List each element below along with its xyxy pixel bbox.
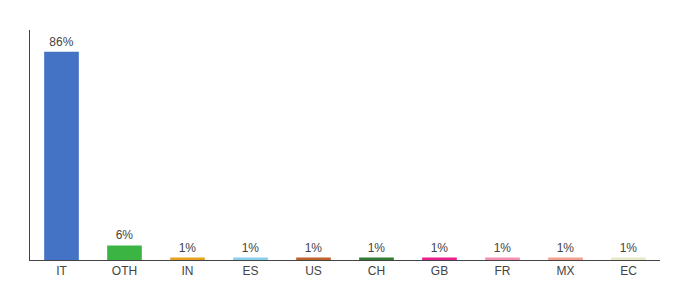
svg-text:1%: 1% [179,241,197,255]
svg-text:86%: 86% [49,35,73,49]
svg-text:MX: MX [557,264,575,278]
svg-text:1%: 1% [368,241,386,255]
svg-text:1%: 1% [494,241,512,255]
svg-text:EC: EC [620,264,637,278]
svg-text:GB: GB [431,264,448,278]
svg-text:6%: 6% [116,228,134,242]
svg-text:IN: IN [182,264,194,278]
svg-text:FR: FR [495,264,511,278]
svg-text:OTH: OTH [112,264,137,278]
svg-text:1%: 1% [305,241,323,255]
svg-text:ES: ES [242,264,258,278]
svg-text:IT: IT [56,264,67,278]
svg-text:CH: CH [368,264,385,278]
svg-text:1%: 1% [557,241,575,255]
svg-text:1%: 1% [620,241,638,255]
svg-text:US: US [305,264,322,278]
svg-text:1%: 1% [431,241,449,255]
svg-text:1%: 1% [242,241,260,255]
